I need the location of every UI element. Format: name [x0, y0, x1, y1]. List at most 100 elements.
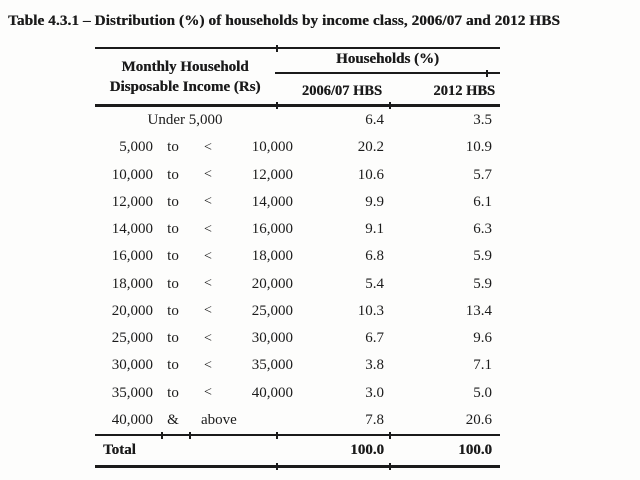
income-conjunction: to	[167, 248, 179, 265]
tick-mark	[486, 70, 488, 77]
income-upper-bound: 30,000	[251, 330, 293, 347]
income-conjunction: to	[167, 221, 179, 238]
income-class-label: Under 5,000	[147, 112, 223, 129]
value-2012-hbs: 5.9	[473, 275, 492, 292]
comparison-operator: <	[204, 248, 212, 264]
comparison-operator: <	[204, 303, 212, 319]
table-row: 16,000 to <18,000 6.8 5.9	[95, 243, 500, 270]
income-upper-bound: 10,000	[251, 139, 293, 156]
tick-mark	[161, 432, 163, 439]
table-row: Under 5,000 6.4 3.5	[95, 107, 500, 134]
value-2012-hbs: 5.7	[473, 166, 492, 183]
comparison-operator: <	[204, 357, 212, 373]
income-lower-bound: 12,000	[111, 193, 153, 210]
income-conjunction: to	[167, 193, 179, 210]
table-bottom-rule	[95, 463, 500, 470]
comparison-operator: <	[204, 330, 212, 346]
table-row: 12,000 to <14,000 9.9 6.1	[95, 189, 500, 216]
income-lower-bound: 25,000	[111, 330, 153, 347]
total-value-2012-hbs: 100.0	[458, 442, 492, 458]
income-conjunction: to	[167, 139, 179, 156]
income-upper-bound: 12,000	[251, 166, 293, 183]
column-header-2012-hbs: 2012 HBS	[433, 83, 495, 99]
table-top-rule	[95, 45, 500, 52]
tick-mark	[389, 432, 391, 439]
income-upper-bound: 18,000	[251, 248, 293, 265]
table-total-row: Total 100.0 100.0	[95, 437, 500, 464]
income-upper-bound: 20,000	[251, 275, 293, 292]
income-conjunction: to	[167, 330, 179, 347]
comparison-operator: <	[204, 221, 212, 237]
stub-header-line2: Disposable Income (Rs)	[109, 78, 261, 95]
income-lower-bound: 16,000	[111, 248, 153, 265]
value-2006-07-hbs: 3.0	[365, 384, 384, 401]
table-title: Table 4.3.1 – Distribution (%) of househ…	[8, 12, 560, 29]
income-conjunction: to	[167, 275, 179, 292]
income-conjunction: &	[167, 411, 179, 428]
group-header-households-pct: Households (%)	[336, 51, 439, 67]
tick-mark	[276, 463, 278, 470]
comparison-operator: <	[204, 167, 212, 183]
income-upper-bound: 16,000	[251, 221, 293, 238]
table-row: 5,000 to <10,000 20.2 10.9	[95, 134, 500, 161]
total-label: Total	[103, 442, 136, 458]
value-2012-hbs: 5.0	[473, 384, 492, 401]
value-2006-07-hbs: 6.8	[365, 248, 384, 265]
income-upper-bound: 35,000	[251, 357, 293, 374]
income-upper-bound: 40,000	[251, 384, 293, 401]
column-header-2006-07-hbs: 2006/07 HBS	[301, 83, 382, 99]
value-2012-hbs: 6.3	[473, 221, 492, 238]
comparison-operator: <	[204, 385, 212, 401]
stub-header-line1: Monthly Household	[121, 58, 249, 75]
tick-mark	[189, 432, 191, 439]
value-2006-07-hbs: 9.1	[365, 221, 384, 238]
value-2006-07-hbs: 20.2	[357, 139, 384, 156]
comparison-operator: <	[204, 194, 212, 210]
value-2006-07-hbs: 7.8	[365, 411, 384, 428]
table-row: 25,000 to <30,000 6.7 9.6	[95, 325, 500, 352]
income-upper-bound: 25,000	[251, 302, 293, 319]
table-row: 30,000 to <35,000 3.8 7.1	[95, 352, 500, 379]
group-header-underline	[275, 70, 500, 77]
value-2006-07-hbs: 9.9	[365, 193, 384, 210]
value-2006-07-hbs: 10.6	[357, 166, 384, 183]
header-bottom-rule	[95, 102, 500, 109]
income-lower-bound: 30,000	[111, 357, 153, 374]
total-value-2006-07-hbs: 100.0	[350, 442, 384, 458]
income-distribution-table: Monthly Household Disposable Income (Rs)…	[95, 45, 500, 470]
value-2006-07-hbs: 6.4	[365, 112, 384, 129]
value-2012-hbs: 5.9	[473, 248, 492, 265]
tick-mark	[276, 432, 278, 439]
table-row: 35,000 to <40,000 3.0 5.0	[95, 380, 500, 407]
value-2012-hbs: 6.1	[473, 193, 492, 210]
income-lower-bound: 18,000	[111, 275, 153, 292]
income-conjunction: to	[167, 357, 179, 374]
comparison-operator: <	[204, 139, 212, 155]
income-upper-bound: 14,000	[251, 193, 293, 210]
value-2006-07-hbs: 5.4	[365, 275, 384, 292]
income-lower-bound: 35,000	[111, 384, 153, 401]
table-body: Under 5,000 6.4 3.5 5,000 to <10,000 20.2 10.9 1…	[95, 107, 500, 434]
income-conjunction: to	[167, 302, 179, 319]
value-2006-07-hbs: 3.8	[365, 357, 384, 374]
table-row: 14,000 to <16,000 9.1 6.3	[95, 216, 500, 243]
table-row: 20,000 to <25,000 10.3 13.4	[95, 298, 500, 325]
income-lower-bound: 14,000	[111, 221, 153, 238]
stub-column-header: Monthly Household Disposable Income (Rs)	[95, 49, 275, 104]
income-lower-bound: 5,000	[119, 139, 153, 156]
value-2006-07-hbs: 6.7	[365, 330, 384, 347]
tick-mark	[276, 45, 278, 52]
value-2012-hbs: 13.4	[465, 302, 492, 319]
value-2012-hbs: 3.5	[473, 112, 492, 129]
value-2006-07-hbs: 10.3	[357, 302, 384, 319]
table-row: 10,000 to <12,000 10.6 5.7	[95, 162, 500, 189]
table-row: 18,000 to <20,000 5.4 5.9	[95, 271, 500, 298]
value-2012-hbs: 7.1	[473, 357, 492, 374]
tick-mark	[276, 102, 278, 109]
table-row: 40,000 & above 7.8 20.6	[95, 407, 500, 434]
comparison-operator: <	[204, 276, 212, 292]
value-2012-hbs: 9.6	[473, 330, 492, 347]
income-lower-bound: 10,000	[111, 166, 153, 183]
value-2012-hbs: 20.6	[465, 411, 492, 428]
income-conjunction: to	[167, 166, 179, 183]
